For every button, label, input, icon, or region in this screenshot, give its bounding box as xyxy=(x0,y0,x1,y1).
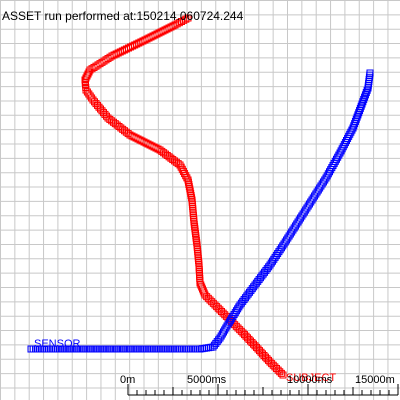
track-end-marker xyxy=(366,69,374,77)
track-point-marker xyxy=(361,93,369,101)
track-point-marker xyxy=(277,369,285,377)
track-point-marker xyxy=(356,104,364,112)
track-point-marker xyxy=(223,322,231,330)
track-point-marker xyxy=(349,124,357,132)
track-point-marker xyxy=(225,318,233,326)
track-point-marker xyxy=(229,312,237,320)
track-point-marker xyxy=(351,120,359,128)
range-scale-bar: 0m 5000ms 10000ms 15000m xyxy=(120,374,399,396)
track-point-marker xyxy=(176,345,184,353)
track-point-marker xyxy=(351,117,359,125)
subject-label: SUBJECT xyxy=(286,372,336,384)
scale-label-1: 5000ms xyxy=(187,374,227,386)
scale-label-0: 0m xyxy=(120,374,135,386)
track-point-marker xyxy=(187,345,195,353)
track-point-marker xyxy=(352,115,360,123)
track-point-marker xyxy=(222,324,230,332)
track-sensor xyxy=(27,69,374,353)
track-point-marker xyxy=(221,326,229,334)
track-point-marker xyxy=(191,345,199,353)
track-point-marker xyxy=(360,95,368,103)
track-point-marker xyxy=(194,345,202,353)
track-point-marker xyxy=(227,316,235,324)
track-point-marker xyxy=(228,314,236,322)
track-point-marker xyxy=(154,145,162,153)
run-header: ASSET run performed at:150214.060724.244 xyxy=(2,9,244,23)
track-point-marker xyxy=(363,86,371,94)
track-point-marker xyxy=(358,100,366,108)
track-point-marker xyxy=(178,345,186,353)
track-point-marker xyxy=(355,109,363,117)
track-point-marker xyxy=(321,176,329,184)
sensor-label: SENSOR xyxy=(34,338,81,350)
track-subject xyxy=(81,14,287,379)
scale-label-2: 10000ms xyxy=(287,374,333,386)
track-point-marker xyxy=(183,174,191,182)
scale-ticks xyxy=(127,384,399,395)
track-layer xyxy=(27,14,374,379)
track-point-marker xyxy=(350,122,358,130)
track-point-marker xyxy=(232,307,240,315)
track-point-marker xyxy=(353,113,361,121)
track-point-marker xyxy=(185,345,193,353)
track-point-marker xyxy=(182,172,190,180)
track-point-marker xyxy=(182,345,190,353)
track-point-marker xyxy=(224,320,232,328)
scale-label-3: 15000m xyxy=(355,374,395,386)
track-point-marker xyxy=(180,345,188,353)
track-point-marker xyxy=(357,102,365,110)
track-point-marker xyxy=(354,111,362,119)
track-point-marker xyxy=(230,311,238,319)
track-point-marker xyxy=(189,345,197,353)
track-point-marker xyxy=(362,89,370,97)
track-point-marker xyxy=(361,91,369,99)
track-point-marker xyxy=(234,305,242,313)
track-point-marker xyxy=(82,74,90,82)
track-point-marker xyxy=(356,107,364,115)
track-point-marker xyxy=(110,51,118,59)
track-end-marker xyxy=(279,371,287,379)
track-point-marker xyxy=(359,98,367,106)
track-point-marker xyxy=(231,309,239,317)
